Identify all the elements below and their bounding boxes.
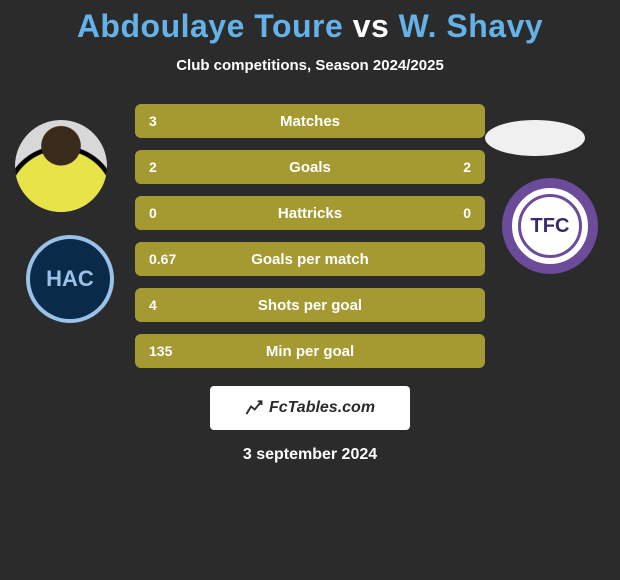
- player1-club-badge: HAC: [26, 235, 114, 323]
- player2-avatar: [485, 120, 585, 156]
- stat-right-value: 2: [411, 159, 471, 175]
- stat-left-value: 135: [149, 343, 209, 359]
- stat-row-shots-per-goal: 4 Shots per goal: [135, 288, 485, 322]
- stat-left-value: 3: [149, 113, 209, 129]
- stat-label: Goals per match: [209, 251, 411, 268]
- stat-left-value: 2: [149, 159, 209, 175]
- vs-word: vs: [353, 8, 390, 44]
- stat-row-hattricks: 0 Hattricks 0: [135, 196, 485, 230]
- hac-badge-icon: HAC: [26, 235, 114, 323]
- tfc-badge-icon: TFC: [502, 178, 598, 274]
- stat-row-goals-per-match: 0.67 Goals per match: [135, 242, 485, 276]
- stat-label: Min per goal: [209, 343, 411, 360]
- player2-club-badge: TFC: [502, 178, 598, 274]
- stat-label: Goals: [209, 159, 411, 176]
- stat-label: Matches: [209, 113, 411, 130]
- player1-silhouette-icon: [15, 120, 107, 212]
- stat-row-matches: 3 Matches: [135, 104, 485, 138]
- branding-text: FcTables.com: [269, 399, 375, 417]
- snapshot-date: 3 september 2024: [0, 446, 620, 464]
- stat-right-value: 0: [411, 205, 471, 221]
- player1-avatar: [15, 120, 107, 212]
- season-subtitle: Club competitions, Season 2024/2025: [0, 57, 620, 74]
- comparison-title: Abdoulaye Toure vs W. Shavy: [0, 0, 620, 45]
- chart-icon: [245, 399, 263, 417]
- stat-left-value: 4: [149, 297, 209, 313]
- stat-row-goals: 2 Goals 2: [135, 150, 485, 184]
- stat-row-min-per-goal: 135 Min per goal: [135, 334, 485, 368]
- fctables-branding: FcTables.com: [210, 386, 410, 430]
- tfc-badge-label: TFC: [531, 215, 570, 238]
- hac-badge-label: HAC: [46, 266, 94, 292]
- player2-name: W. Shavy: [399, 8, 544, 44]
- stat-label: Shots per goal: [209, 297, 411, 314]
- player1-name: Abdoulaye Toure: [77, 8, 343, 44]
- stat-label: Hattricks: [209, 205, 411, 222]
- stat-left-value: 0: [149, 205, 209, 221]
- stat-left-value: 0.67: [149, 251, 209, 267]
